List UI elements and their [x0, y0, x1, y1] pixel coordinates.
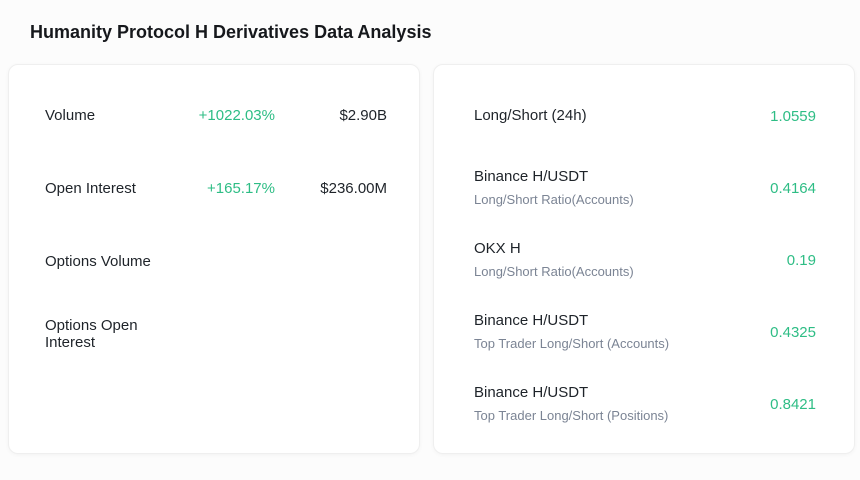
ratio-label: Binance H/USDT — [474, 312, 589, 329]
stat-row-open-interest: Open Interest +165.17% $236.00M — [45, 168, 387, 208]
ratio-label: Binance H/USDT — [474, 168, 589, 185]
page-title: Humanity Protocol H Derivatives Data Ana… — [30, 22, 432, 42]
ratio-value: 0.4325 — [770, 323, 816, 341]
derivatives-stats-card: Volume +1022.03% $2.90B Open Interest +1… — [8, 64, 420, 454]
stat-label: Volume — [45, 106, 96, 124]
ratio-labels: Binance H/USDT Top Trader Long/Short (Po… — [474, 383, 668, 425]
ratio-row-binance-accounts: Binance H/USDT Long/Short Ratio(Accounts… — [474, 167, 816, 209]
ratio-labels: OKX H Long/Short Ratio(Accounts) — [474, 239, 634, 281]
ratio-value: 0.8421 — [770, 395, 816, 413]
stat-label: Options Volume — [45, 252, 151, 270]
ratio-labels: Binance H/USDT Top Trader Long/Short (Ac… — [474, 311, 669, 353]
ratio-row-top-trader-accounts: Binance H/USDT Top Trader Long/Short (Ac… — [474, 311, 816, 353]
ratio-sublabel: Top Trader Long/Short (Positions) — [474, 408, 669, 423]
ratio-label: OKX H — [474, 240, 521, 257]
stat-label: Options Open Interest — [45, 317, 138, 351]
ratio-sublabel: Long/Short Ratio(Accounts) — [474, 264, 634, 279]
ratio-row-top-trader-positions: Binance H/USDT Top Trader Long/Short (Po… — [474, 383, 816, 425]
ratio-row-long-short-24h: Long/Short (24h) 1.0559 — [474, 95, 816, 137]
ratio-label: Binance H/USDT — [474, 384, 589, 401]
ratio-value: 0.19 — [786, 251, 816, 269]
stat-label: Open Interest — [45, 179, 136, 197]
ratio-row-okx-accounts: OKX H Long/Short Ratio(Accounts) 0.19 — [474, 239, 816, 281]
ratio-sublabel: Long/Short Ratio(Accounts) — [474, 192, 634, 207]
long-short-ratios-card: Long/Short (24h) 1.0559 Binance H/USDT L… — [433, 64, 855, 454]
stat-row-options-volume: Options Volume — [45, 241, 387, 281]
ratio-label: Long/Short (24h) — [474, 107, 587, 124]
ratio-sublabel: Top Trader Long/Short (Accounts) — [474, 336, 670, 351]
stat-value: $236.00M — [320, 179, 387, 197]
ratio-labels: Long/Short (24h) — [474, 106, 587, 126]
stat-row-volume: Volume +1022.03% $2.90B — [45, 95, 387, 135]
ratio-value: 0.4164 — [770, 179, 816, 197]
stat-value: $2.90B — [339, 106, 387, 124]
stat-row-options-open-interest: Options Open Interest — [45, 314, 387, 354]
cards-container: Volume +1022.03% $2.90B Open Interest +1… — [0, 64, 860, 454]
stat-change: +1022.03% — [198, 106, 275, 124]
derivatives-analysis-page: Humanity Protocol H Derivatives Data Ana… — [0, 18, 860, 454]
ratio-labels: Binance H/USDT Long/Short Ratio(Accounts… — [474, 167, 634, 209]
ratio-value: 1.0559 — [770, 107, 816, 125]
stat-change: +165.17% — [207, 179, 275, 197]
